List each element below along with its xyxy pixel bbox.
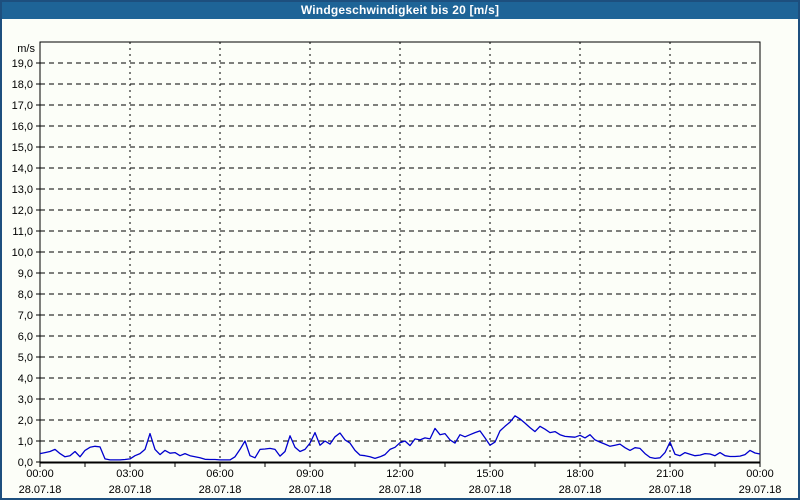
y-tick-label: 19,0 (12, 58, 33, 70)
y-tick-label: 4,0 (18, 373, 33, 385)
gridlines (40, 42, 760, 462)
x-tick-time-label: 00:00 (26, 468, 54, 480)
x-tick-date-label: 29.07.18 (739, 484, 782, 496)
y-tick-label: 6,0 (18, 331, 33, 343)
axis-ticks (36, 62, 761, 467)
y-tick-label: 5,0 (18, 352, 33, 364)
x-tick-date-label: 28.07.18 (649, 484, 692, 496)
x-tick-date-label: 28.07.18 (289, 484, 332, 496)
y-tick-label: 12,0 (12, 205, 33, 217)
window-title-bar: Windgeschwindigkeit bis 20 [m/s] (0, 0, 800, 19)
x-tick-time-label: 12:00 (386, 468, 414, 480)
x-tick-time-label: 06:00 (206, 468, 234, 480)
y-tick-label: 2,0 (18, 415, 33, 427)
y-tick-label: 14,0 (12, 163, 33, 175)
y-tick-label: 16,0 (12, 121, 33, 133)
y-tick-label: 13,0 (12, 184, 33, 196)
wind-speed-series-line (39, 415, 761, 461)
x-tick-time-label: 00:00 (746, 468, 774, 480)
x-tick-time-label: 15:00 (476, 468, 504, 480)
x-tick-date-label: 28.07.18 (19, 484, 62, 496)
x-tick-time-label: 03:00 (116, 468, 144, 480)
x-tick-date-label: 28.07.18 (379, 484, 422, 496)
x-tick-time-label: 18:00 (566, 468, 594, 480)
y-tick-label: 15,0 (12, 142, 33, 154)
y-tick-label: 18,0 (12, 79, 33, 91)
y-tick-label: 10,0 (12, 247, 33, 259)
y-tick-label: 3,0 (18, 394, 33, 406)
x-tick-date-label: 28.07.18 (469, 484, 512, 496)
x-tick-date-label: 28.07.18 (109, 484, 152, 496)
y-tick-label: 11,0 (12, 226, 33, 238)
x-tick-date-label: 28.07.18 (559, 484, 602, 496)
y-tick-label: 17,0 (12, 100, 33, 112)
y-axis-unit-label: m/s (17, 43, 35, 55)
x-tick-time-label: 21:00 (656, 468, 684, 480)
axis-labels: 0,0 1,0 2,0 3,0 4,0 5,0 6,0 7,0 8,0 9,0 10,0 11,0 12… (12, 43, 782, 496)
y-tick-label: 0,0 (18, 457, 33, 469)
y-tick-label: 7,0 (18, 310, 33, 322)
chart-title: Windgeschwindigkeit bis 20 [m/s] (300, 2, 500, 17)
x-tick-date-label: 28.07.18 (199, 484, 242, 496)
y-tick-label: 1,0 (18, 436, 33, 448)
y-tick-label: 9,0 (18, 268, 33, 280)
y-tick-label: 8,0 (18, 289, 33, 301)
x-tick-time-label: 09:00 (296, 468, 324, 480)
